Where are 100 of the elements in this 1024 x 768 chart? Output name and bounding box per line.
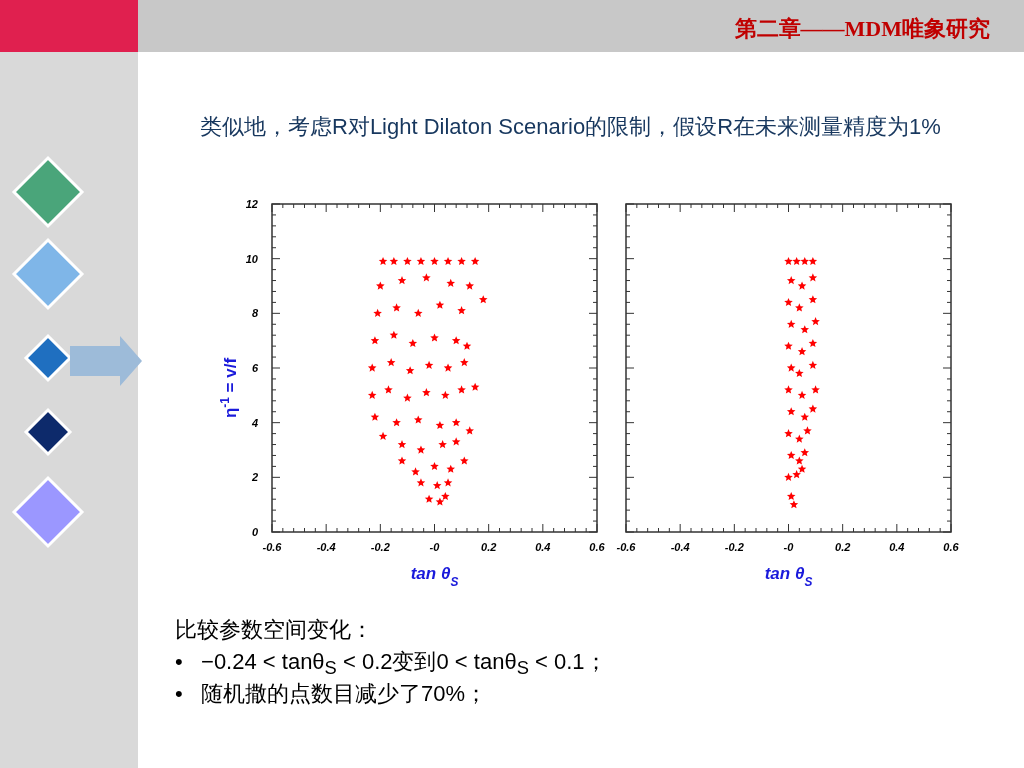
point [370, 336, 380, 345]
point [786, 407, 796, 416]
point [386, 358, 396, 367]
text: • 随机撒的点数目减少了70%； [175, 680, 488, 708]
x-tick-label: 0.4 [535, 541, 551, 553]
point [384, 385, 393, 394]
point [446, 464, 456, 473]
point [811, 317, 820, 326]
x-tick-label: -0.6 [262, 541, 283, 553]
text: 类似地，考虑R对Light Dilaton Scenario的限制，假设R在未来测量精度为1% [199, 113, 942, 141]
y-tick-label: 0 [251, 526, 259, 538]
point [795, 368, 804, 378]
point [430, 461, 439, 471]
point [413, 415, 423, 424]
point [792, 470, 801, 479]
point [413, 308, 423, 317]
point [786, 276, 796, 285]
x-tick-label: 0.6 [943, 541, 960, 553]
point [808, 404, 818, 413]
point [397, 276, 407, 285]
point [392, 418, 401, 427]
point [392, 303, 401, 312]
point [800, 256, 810, 266]
point [422, 273, 431, 282]
point [470, 256, 480, 266]
x-tick-label: -0.4 [670, 541, 690, 553]
x-tick-label: -0.2 [724, 541, 744, 553]
x-tick-label: -0 [429, 541, 441, 553]
point [784, 472, 793, 481]
point [443, 478, 453, 487]
point [797, 281, 807, 290]
point [808, 360, 818, 369]
point [416, 445, 426, 454]
point [435, 497, 445, 506]
point [797, 390, 807, 399]
text: 比较参数空间变化： [175, 616, 373, 644]
point [443, 256, 453, 266]
point [789, 500, 799, 509]
point [786, 491, 796, 501]
point [457, 256, 466, 266]
x-tick-label: -0.6 [616, 541, 637, 553]
point [405, 366, 415, 375]
text: • −0.24 < tanθ$_{S}$ < 0.2变到0 < tanθ$_{S}$ < 0.1； [175, 649, 607, 679]
x-tick-label: 0.6 [589, 541, 606, 553]
y-tick-label: 4 [250, 416, 258, 429]
point [797, 347, 807, 356]
point [378, 256, 388, 266]
point [784, 385, 793, 394]
x-tick-label: 0.4 [889, 541, 905, 553]
point [800, 325, 810, 334]
x-tick-label: -0 [783, 541, 795, 553]
y-tick-label: 12 [245, 198, 258, 210]
point [446, 278, 456, 287]
point [795, 303, 804, 312]
point [478, 295, 488, 304]
point [443, 363, 453, 372]
x-axis-title: tan θ$_{S}$ [410, 564, 459, 589]
point [460, 456, 469, 465]
point [451, 437, 461, 446]
point [457, 385, 466, 394]
point [416, 256, 426, 266]
point [784, 297, 793, 307]
y-tick-label: 10 [245, 252, 259, 265]
point [465, 426, 474, 435]
point [795, 434, 804, 443]
point [808, 295, 818, 304]
point [808, 338, 818, 348]
chart-title: 第二章——MDM唯象研究 [734, 15, 990, 43]
point [786, 319, 796, 328]
point [800, 448, 810, 457]
x-tick-label: -0.2 [370, 541, 390, 553]
point [367, 363, 377, 372]
point [786, 450, 796, 460]
point [441, 491, 450, 501]
y-tick-label: 8 [251, 307, 259, 320]
point [432, 481, 442, 490]
point [800, 412, 810, 421]
point [430, 256, 439, 266]
x-tick-label: 0.2 [481, 541, 497, 553]
point [403, 393, 412, 402]
point [397, 456, 407, 465]
point [451, 336, 461, 345]
point [808, 273, 818, 282]
point [430, 333, 439, 342]
x-tick-label: -0.4 [316, 541, 336, 553]
y-tick-label: 6 [251, 362, 259, 374]
point [465, 281, 474, 290]
point [803, 426, 812, 435]
y-tick-label: 2 [250, 471, 258, 484]
point [397, 440, 407, 449]
point [460, 358, 469, 367]
point [792, 256, 801, 266]
x-axis-title: tan θ$_{S}$ [764, 564, 813, 589]
point [438, 440, 447, 449]
x-tick-label: 0.2 [835, 541, 851, 553]
point [389, 256, 399, 266]
point [784, 429, 793, 438]
point [403, 256, 412, 266]
point [784, 341, 793, 350]
point [411, 467, 420, 476]
